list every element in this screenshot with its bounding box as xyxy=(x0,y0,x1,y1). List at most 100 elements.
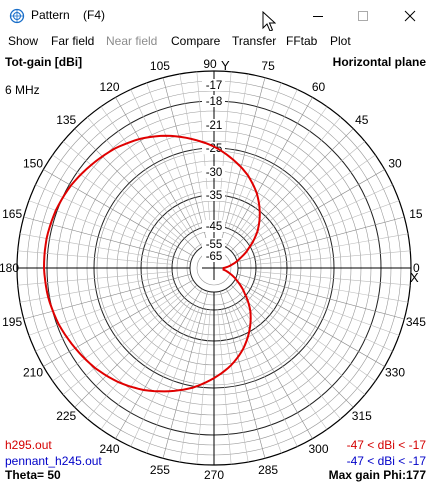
angle-tick-label: 165 xyxy=(2,207,22,221)
plane-label: Horizontal plane xyxy=(332,55,426,69)
grid-spoke xyxy=(74,128,198,252)
grid-spoke xyxy=(17,271,173,286)
radial-label-bg xyxy=(202,119,225,131)
radial-tick-label: -55 xyxy=(206,239,223,251)
radial-tick-label: -35 xyxy=(206,190,223,202)
angle-tick-label: 135 xyxy=(56,113,76,127)
grid-spoke xyxy=(230,128,354,252)
angle-tick-label: 345 xyxy=(406,315,426,329)
minimize-button[interactable] xyxy=(295,0,341,31)
grid-spoke xyxy=(225,97,313,248)
grid-spoke xyxy=(179,309,208,463)
grid-spoke xyxy=(230,284,354,408)
radial-label-bg xyxy=(202,79,225,91)
grid-spoke xyxy=(219,77,266,245)
grid-spoke xyxy=(19,274,173,303)
mouse-cursor-icon xyxy=(262,11,276,32)
angle-tick-label: 30 xyxy=(388,157,402,171)
grid-spoke xyxy=(162,77,209,245)
grid-spoke xyxy=(245,294,366,395)
grid-spoke xyxy=(87,299,188,420)
grid-spoke xyxy=(255,233,409,262)
menu-show[interactable]: Show xyxy=(8,34,39,48)
pattern-app-icon xyxy=(9,8,25,24)
grid-spoke xyxy=(231,89,298,231)
grid-spoke xyxy=(240,299,341,420)
pattern-traces xyxy=(42,134,261,393)
angle-tick-label: 225 xyxy=(56,409,76,423)
angle-tick-label: 75 xyxy=(261,59,275,73)
grid-spoke xyxy=(248,154,376,245)
range-primary: -47 < dBi < -17 xyxy=(346,438,426,452)
grid-spoke xyxy=(219,291,266,459)
grid-spoke xyxy=(146,82,200,229)
grid-spoke xyxy=(234,279,385,367)
maximize-icon xyxy=(358,10,368,21)
grid-spoke xyxy=(225,288,313,439)
angle-tick-label: 210 xyxy=(23,366,43,380)
radial-tick-label: -65 xyxy=(206,251,223,263)
grid-spoke xyxy=(23,273,191,320)
menu-fftab[interactable]: FFtab xyxy=(286,34,318,48)
radial-label-bg xyxy=(202,166,225,178)
angle-tick-label: 15 xyxy=(409,207,423,221)
radial-tick-label: -30 xyxy=(206,167,223,179)
grid-spoke xyxy=(237,302,328,430)
grid-spoke xyxy=(17,250,173,265)
grid-spoke xyxy=(251,285,393,352)
title-bar[interactable]: Pattern (F4) xyxy=(0,0,433,31)
polar-plot-area[interactable]: 0 15 30 45 60 75 90 105 120 135 150 165 180 195 210 225… xyxy=(0,51,433,483)
close-button[interactable] xyxy=(387,0,433,31)
grid-spoke xyxy=(234,169,385,257)
angle-tick-label: 150 xyxy=(23,157,43,171)
menu-near-field[interactable]: Near field xyxy=(106,34,158,48)
grid-spoke xyxy=(231,305,298,447)
angle-tick-label: 180 xyxy=(0,261,19,275)
grid-spoke xyxy=(62,141,183,242)
menu-plot[interactable]: Plot xyxy=(330,34,351,48)
grid-spoke xyxy=(253,200,400,254)
radial-label-bg xyxy=(202,238,225,250)
window-title: Pattern (F4) xyxy=(31,8,106,22)
grid-spoke xyxy=(228,307,282,454)
grid-spoke xyxy=(220,309,249,463)
grid-spoke xyxy=(237,216,405,263)
grid-spoke xyxy=(240,116,341,237)
grid-spoke xyxy=(115,288,203,439)
angle-tick-label: 60 xyxy=(312,80,326,94)
maximize-button[interactable] xyxy=(340,0,386,31)
grid-spoke xyxy=(43,169,194,257)
grid-spoke xyxy=(43,279,194,367)
menu-far-field[interactable]: Far field xyxy=(51,34,95,48)
range-compare: -47 < dBi < -17 xyxy=(346,454,426,468)
radial-label-bg xyxy=(202,95,225,107)
angle-tick-label: 330 xyxy=(385,366,405,380)
angle-tick-label: 195 xyxy=(2,315,22,329)
close-icon xyxy=(404,10,416,21)
radial-labels: -17 -18 -21 -25 -30 -35 -45 -55-65 xyxy=(202,79,225,263)
grid-spoke xyxy=(220,73,249,227)
radial-label-bg xyxy=(202,220,225,232)
grid-spoke xyxy=(255,274,409,303)
angle-tick-label: 105 xyxy=(150,59,170,73)
grid-spoke xyxy=(87,116,188,237)
grid-spoke xyxy=(146,307,200,454)
grid-spoke xyxy=(130,89,197,231)
angle-labels: 0 15 30 45 60 75 90 105 120 135 150 165 180 195 210 225… xyxy=(0,57,426,482)
grid-spoke xyxy=(19,233,173,262)
max-gain-label: Max gain Phi:177 xyxy=(328,468,426,482)
menu-transfer[interactable]: Transfer xyxy=(232,34,277,48)
angle-tick-label: 285 xyxy=(258,463,278,477)
menu-compare[interactable]: Compare xyxy=(171,34,221,48)
frequency-label: 6 MHz xyxy=(5,83,40,97)
grid-spoke xyxy=(28,282,175,336)
quantity-label: Tot-gain [dBi] xyxy=(5,55,83,69)
grid-spoke xyxy=(62,294,183,395)
grid-spoke xyxy=(74,284,198,408)
angle-tick-label: 240 xyxy=(99,442,119,456)
grid-spoke xyxy=(100,106,191,234)
radial-tick-label: -17 xyxy=(206,80,223,92)
grid-spoke xyxy=(130,305,197,447)
grid-spoke xyxy=(162,291,209,459)
grid-spoke xyxy=(196,309,211,465)
